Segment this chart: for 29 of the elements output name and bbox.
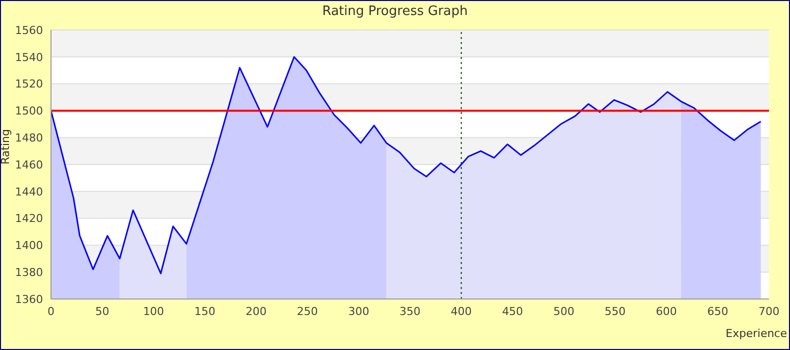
y-tick-label: 1400 bbox=[15, 239, 43, 252]
chart-title: Rating Progress Graph bbox=[321, 4, 469, 19]
x-tick-label: 150 bbox=[194, 304, 216, 318]
x-tick-label: 700 bbox=[758, 304, 780, 318]
y-tick-label: 1460 bbox=[15, 158, 43, 172]
x-tick-label: 450 bbox=[502, 304, 524, 318]
y-tick-label: 1500 bbox=[15, 104, 43, 118]
x-tick-label: 350 bbox=[400, 304, 420, 318]
y-axis-title: Rating bbox=[0, 129, 12, 164]
y-tick-label: 1560 bbox=[15, 24, 43, 37]
x-tick-label: 300 bbox=[348, 304, 370, 318]
x-tick-label: 100 bbox=[143, 304, 164, 318]
x-tick-label: 650 bbox=[707, 304, 728, 318]
x-axis-title: Experience bbox=[726, 327, 788, 340]
y-tick-label: 1360 bbox=[15, 292, 43, 306]
y-tick-label: 1540 bbox=[15, 50, 43, 64]
y-tick-label: 1520 bbox=[15, 78, 43, 91]
y-tick-label: 1420 bbox=[15, 212, 43, 226]
x-tick-label: 0 bbox=[48, 304, 54, 318]
x-tick-label: 500 bbox=[553, 304, 574, 318]
x-tick-label: 400 bbox=[450, 304, 472, 318]
x-tick-label: 200 bbox=[246, 304, 267, 318]
x-tick-label: 250 bbox=[296, 304, 318, 318]
y-tick-label: 1480 bbox=[15, 132, 43, 145]
x-tick-label: 50 bbox=[95, 304, 110, 318]
x-tick-label: 600 bbox=[656, 304, 677, 318]
y-tick-label: 1440 bbox=[15, 185, 43, 198]
y-tick-label: 1380 bbox=[15, 266, 43, 280]
x-tick-label: 550 bbox=[604, 304, 626, 318]
